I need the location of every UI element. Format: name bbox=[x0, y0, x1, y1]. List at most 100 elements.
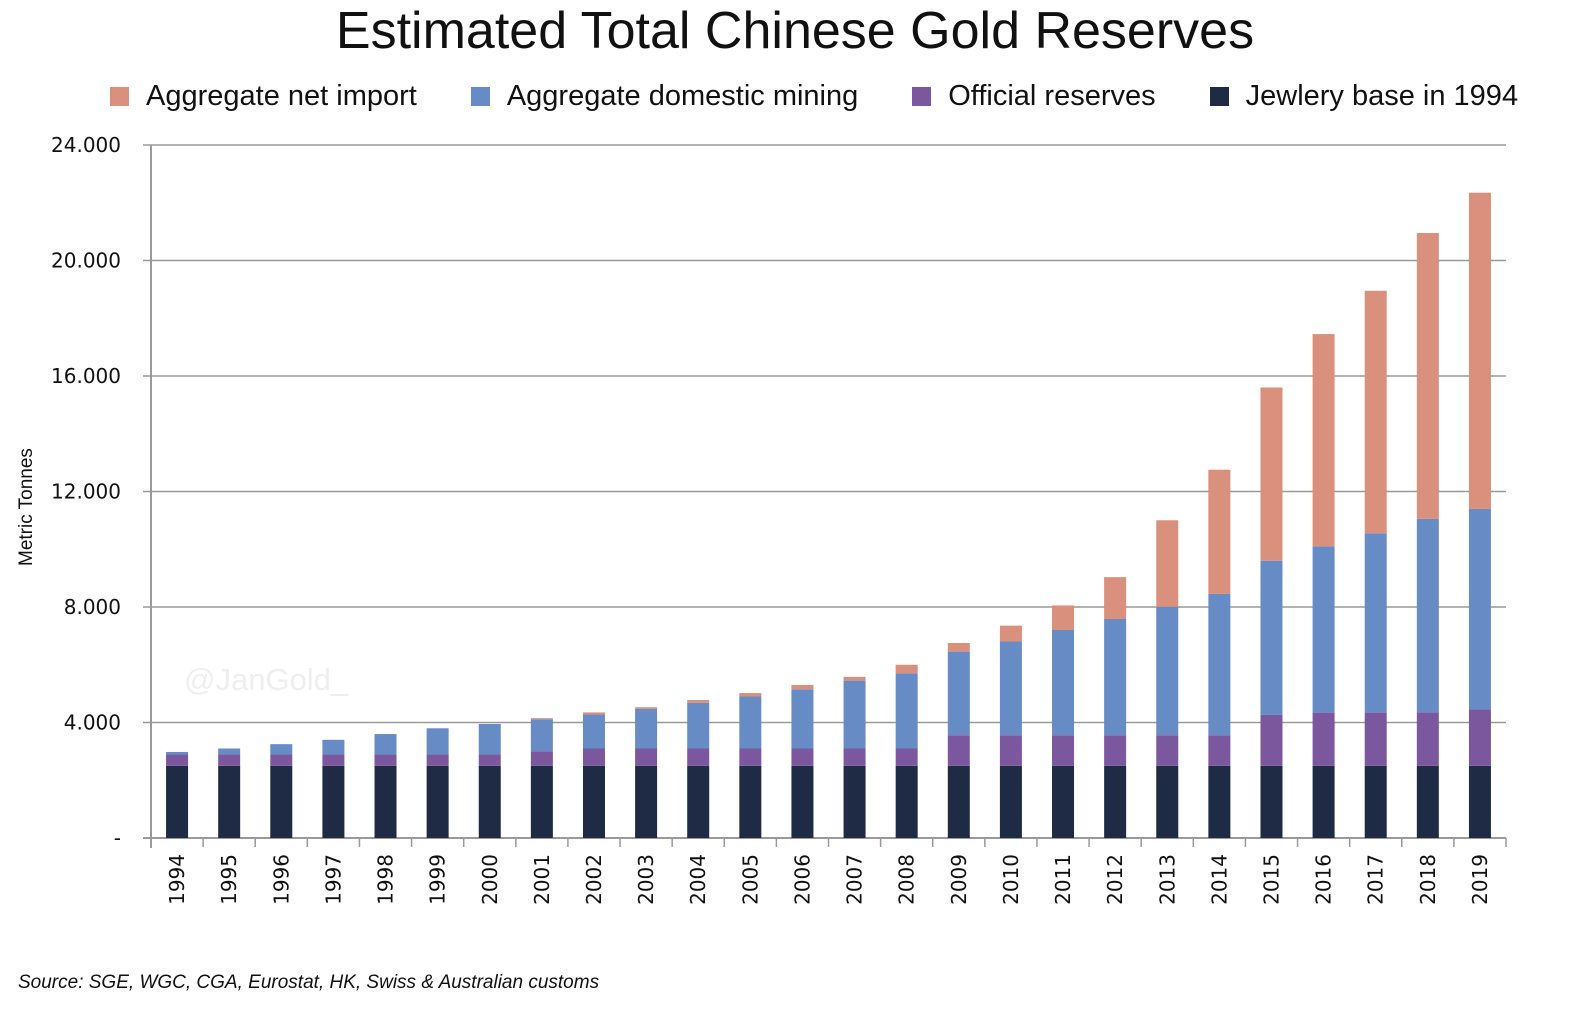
x-tick-label: 2003 bbox=[634, 854, 658, 905]
bar-segment-official-reserves bbox=[218, 754, 241, 766]
legend-label-official-reserves: Official reserves bbox=[948, 79, 1156, 112]
bar-segment-aggregate-net-import bbox=[895, 664, 918, 674]
bar-segment-aggregate-domestic-mining bbox=[426, 728, 449, 755]
x-tick-label: 1996 bbox=[269, 854, 293, 905]
bar-segment-aggregate-domestic-mining bbox=[1156, 606, 1179, 736]
legend-item-net-import: Aggregate net import bbox=[110, 80, 417, 113]
bar-segment-aggregate-domestic-mining bbox=[374, 734, 397, 755]
legend-swatch-net-import bbox=[110, 86, 129, 106]
watermark: @JanGold_ bbox=[184, 662, 349, 697]
bar-segment-official-reserves bbox=[1052, 735, 1075, 766]
bar-segment-official-reserves bbox=[530, 751, 553, 766]
bar-segment-official-reserves bbox=[843, 748, 866, 766]
bar-segment-aggregate-net-import bbox=[843, 676, 866, 681]
x-tick-label: 2019 bbox=[1468, 854, 1492, 905]
bar-segment-aggregate-domestic-mining bbox=[166, 751, 189, 755]
legend-swatch-official-reserves bbox=[912, 86, 932, 106]
bar-segment-jewlery-base-in-1994 bbox=[530, 765, 553, 838]
x-tick-label: 2011 bbox=[1051, 854, 1075, 905]
bar-segment-jewlery-base-in-1994 bbox=[1260, 765, 1283, 838]
bar-segment-aggregate-net-import bbox=[1416, 233, 1439, 519]
bar-segment-jewlery-base-in-1994 bbox=[947, 765, 970, 838]
bar-segment-aggregate-domestic-mining bbox=[530, 719, 553, 752]
legend-item-jewelry-base: Jewlery base in 1994 bbox=[1209, 79, 1519, 113]
bar-segment-jewlery-base-in-1994 bbox=[1468, 765, 1491, 838]
legend-label-net-import: Aggregate net import bbox=[146, 79, 417, 112]
bar-segment-aggregate-domestic-mining bbox=[947, 651, 970, 736]
bar-segment-official-reserves bbox=[1416, 712, 1439, 766]
bar-segment-aggregate-domestic-mining bbox=[1312, 546, 1335, 713]
bar-segment-aggregate-domestic-mining bbox=[895, 673, 918, 749]
bar-segment-aggregate-domestic-mining bbox=[478, 723, 501, 755]
bar-segment-aggregate-net-import bbox=[791, 684, 814, 690]
bar-segment-official-reserves bbox=[739, 748, 762, 766]
x-tick-label: 2008 bbox=[895, 854, 919, 905]
bar-segment-aggregate-net-import bbox=[1260, 387, 1283, 561]
bar-segment-official-reserves bbox=[270, 754, 293, 766]
bar-segment-jewlery-base-in-1994 bbox=[739, 765, 762, 838]
x-tick-label: 1999 bbox=[426, 854, 450, 905]
bar-segment-official-reserves bbox=[1468, 709, 1491, 766]
bar-segment-aggregate-domestic-mining bbox=[739, 696, 762, 749]
bar-segment-jewlery-base-in-1994 bbox=[582, 765, 605, 838]
legend: Aggregate net import Aggregate domestic … bbox=[110, 74, 1518, 118]
bar-segment-official-reserves bbox=[791, 748, 814, 766]
bar-segment-aggregate-domestic-mining bbox=[218, 748, 241, 755]
legend-swatch-domestic-mining bbox=[470, 86, 490, 106]
bar-segment-official-reserves bbox=[1104, 735, 1127, 766]
bar-segment-official-reserves bbox=[1208, 735, 1231, 766]
bar-segment-official-reserves bbox=[426, 754, 449, 766]
legend-label-domestic-mining: Aggregate domestic mining bbox=[506, 79, 859, 112]
x-tick-label: 2016 bbox=[1312, 854, 1336, 905]
bar-segment-jewlery-base-in-1994 bbox=[1364, 765, 1387, 838]
x-tick-label: 2014 bbox=[1207, 854, 1231, 905]
y-tick-label: 4.000 bbox=[64, 711, 121, 735]
x-tick-label: 2013 bbox=[1155, 854, 1179, 905]
bar-segment-jewlery-base-in-1994 bbox=[1052, 765, 1075, 838]
y-axis-label: Metric Tonnes bbox=[16, 448, 37, 566]
y-tick-label: 20.000 bbox=[51, 249, 121, 273]
legend-label-jewelry-base: Jewlery base in 1994 bbox=[1245, 79, 1519, 112]
bar-segment-jewlery-base-in-1994 bbox=[374, 765, 397, 838]
y-tick-label: 12.000 bbox=[51, 480, 121, 504]
bar-segment-official-reserves bbox=[166, 754, 189, 766]
bar-segment-jewlery-base-in-1994 bbox=[1156, 765, 1179, 838]
bar-segment-jewlery-base-in-1994 bbox=[478, 765, 501, 838]
x-tick-label: 2017 bbox=[1364, 854, 1388, 905]
bar-segment-aggregate-net-import bbox=[530, 718, 553, 720]
bar-segment-official-reserves bbox=[687, 748, 710, 766]
bar-segment-jewlery-base-in-1994 bbox=[1104, 765, 1127, 838]
bar-segment-aggregate-domestic-mining bbox=[1260, 560, 1283, 715]
x-tick-label: 2018 bbox=[1416, 854, 1440, 905]
bar-segment-aggregate-domestic-mining bbox=[1052, 629, 1075, 736]
bar-segment-aggregate-net-import bbox=[999, 625, 1022, 642]
bar-segment-aggregate-domestic-mining bbox=[843, 680, 866, 749]
x-tick-label: 2009 bbox=[947, 854, 971, 905]
x-tick-label: 2001 bbox=[530, 854, 554, 905]
bar-segment-jewlery-base-in-1994 bbox=[270, 765, 293, 838]
x-tick-label: 2002 bbox=[582, 854, 606, 905]
x-tick-label: 2015 bbox=[1259, 854, 1283, 905]
bar-segment-official-reserves bbox=[322, 754, 345, 766]
bar-segment-official-reserves bbox=[947, 735, 970, 766]
bar-segment-aggregate-net-import bbox=[687, 699, 710, 703]
bar-segment-aggregate-domestic-mining bbox=[270, 744, 293, 755]
bar-segment-aggregate-domestic-mining bbox=[322, 739, 345, 755]
bar-segment-official-reserves bbox=[1312, 712, 1335, 766]
bar-segment-aggregate-net-import bbox=[739, 693, 762, 697]
bar-segment-official-reserves bbox=[1364, 712, 1387, 766]
y-tick-label: 24.000 bbox=[51, 133, 121, 157]
bar-segment-aggregate-net-import bbox=[1104, 577, 1127, 620]
bar-segment-jewlery-base-in-1994 bbox=[166, 765, 189, 838]
bar-segment-aggregate-domestic-mining bbox=[999, 641, 1022, 736]
x-tick-label: 2007 bbox=[843, 854, 867, 905]
bar-segment-aggregate-net-import bbox=[1156, 520, 1179, 607]
x-tick-label: 1994 bbox=[165, 854, 189, 905]
bar-segment-aggregate-domestic-mining bbox=[687, 702, 710, 749]
y-tick-label: 16.000 bbox=[51, 364, 121, 388]
bar-segment-aggregate-net-import bbox=[1312, 334, 1335, 547]
bar-segment-jewlery-base-in-1994 bbox=[322, 765, 345, 838]
y-tick-label: - bbox=[114, 826, 121, 850]
bar-segment-jewlery-base-in-1994 bbox=[687, 765, 710, 838]
